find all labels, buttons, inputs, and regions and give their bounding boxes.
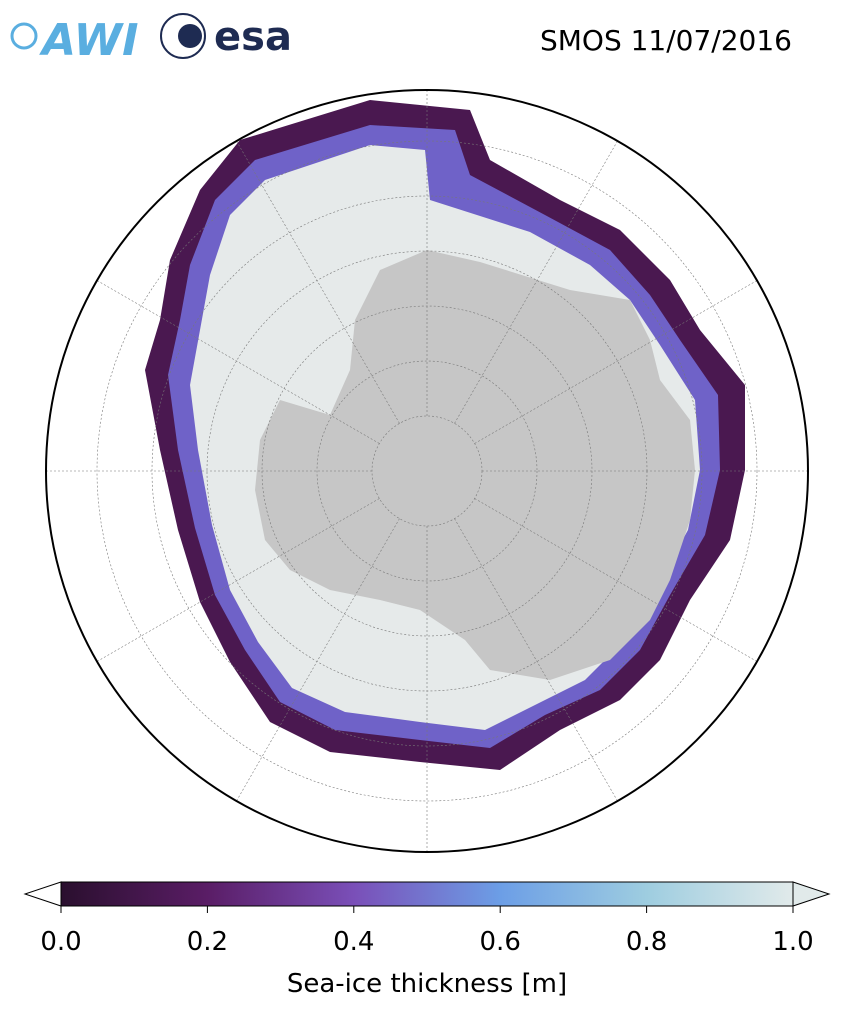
colorbar-extend-high	[792, 881, 831, 907]
map	[46, 90, 808, 852]
awi-logo: AWI	[10, 15, 139, 66]
map-boundary	[45, 89, 809, 853]
longitude-line	[80, 270, 380, 444]
map-title: SMOS 11/07/2016	[540, 24, 792, 57]
longitude-line	[226, 124, 400, 424]
colorbar-tick-label: 0.6	[480, 927, 521, 957]
latitude-line	[316, 360, 538, 582]
colorbar-ramp	[61, 882, 793, 906]
colorbar-tick-label: 0.8	[626, 927, 667, 957]
longitude-line	[454, 124, 628, 424]
longitude-line	[80, 498, 380, 672]
esa-logo: esa	[160, 13, 292, 60]
colorbar-tick-label: 1.0	[772, 927, 813, 957]
colorbar-tick-label: 0.4	[333, 927, 374, 957]
longitude-line	[226, 518, 400, 818]
awi-logo-text: AWI	[39, 15, 139, 66]
longitude-line	[474, 498, 774, 672]
colorbar: 0.0 0.2 0.4 0.6 0.8 1.0 Sea-ice thickness [m]	[23, 881, 831, 999]
colorbar-extend-low	[23, 881, 62, 907]
longitude-line	[454, 518, 628, 818]
esa-logo-text: esa	[214, 14, 292, 60]
longitude-line	[474, 270, 774, 444]
graticule	[46, 90, 808, 852]
colorbar-tick-label: 0.0	[40, 927, 81, 957]
antarctica	[255, 250, 695, 680]
latitude-line	[96, 140, 758, 802]
colorbar-tick-label: 0.2	[187, 927, 228, 957]
colorbar-label: Sea-ice thickness [m]	[287, 969, 567, 999]
